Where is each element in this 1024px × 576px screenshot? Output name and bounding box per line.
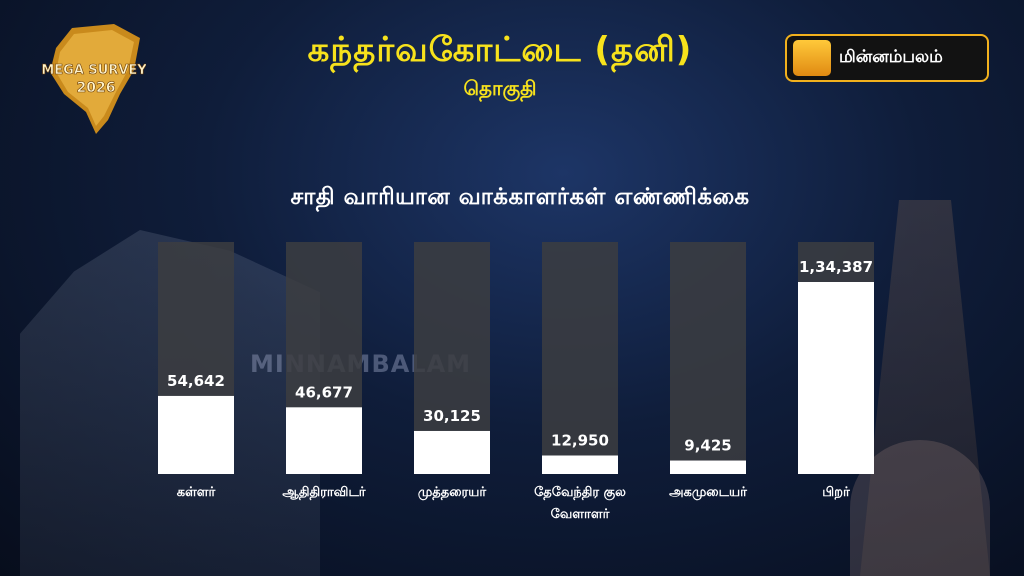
bar <box>158 395 234 474</box>
category-label: அகமுடையர் <box>669 485 747 500</box>
category-label: பிறர் <box>822 485 850 500</box>
data-label: 30,125 <box>423 407 481 425</box>
bar-track <box>542 242 618 474</box>
brand-name: மின்னம்பலம் <box>839 47 943 67</box>
bar <box>798 282 874 474</box>
mega-survey-logo: MEGA SURVEY 2026 <box>42 24 146 134</box>
logo-text-line1: MEGA SURVEY <box>42 63 146 78</box>
category-label: வேளாளர் <box>551 507 610 522</box>
brand-badge: மின்னம்பலம் <box>785 34 989 82</box>
category-label: கள்ளர் <box>177 485 216 500</box>
data-label: 12,950 <box>551 431 609 449</box>
bar-track <box>670 242 746 474</box>
logo-text-line2: 2026 <box>77 80 116 96</box>
data-label: 9,425 <box>684 437 731 455</box>
page-subtitle: தொகுதி <box>463 76 537 100</box>
bar <box>414 430 490 474</box>
bar <box>670 460 746 474</box>
data-label: 46,677 <box>295 383 353 401</box>
data-label: 54,642 <box>167 372 225 390</box>
bar <box>542 455 618 474</box>
brand-logo-icon <box>793 40 831 76</box>
category-label: தேவேந்திர குல <box>534 485 626 500</box>
category-label: ஆதிதிராவிடர் <box>282 485 365 500</box>
data-label: 1,34,387 <box>799 258 873 276</box>
bar <box>286 407 362 474</box>
chart-title: சாதி வாரியான வாக்காளர்கள் எண்ணிக்கை <box>290 184 750 210</box>
category-label: முத்தரையர் <box>418 485 487 500</box>
page-title: கந்தர்வகோட்டை (தனி) <box>307 30 693 70</box>
